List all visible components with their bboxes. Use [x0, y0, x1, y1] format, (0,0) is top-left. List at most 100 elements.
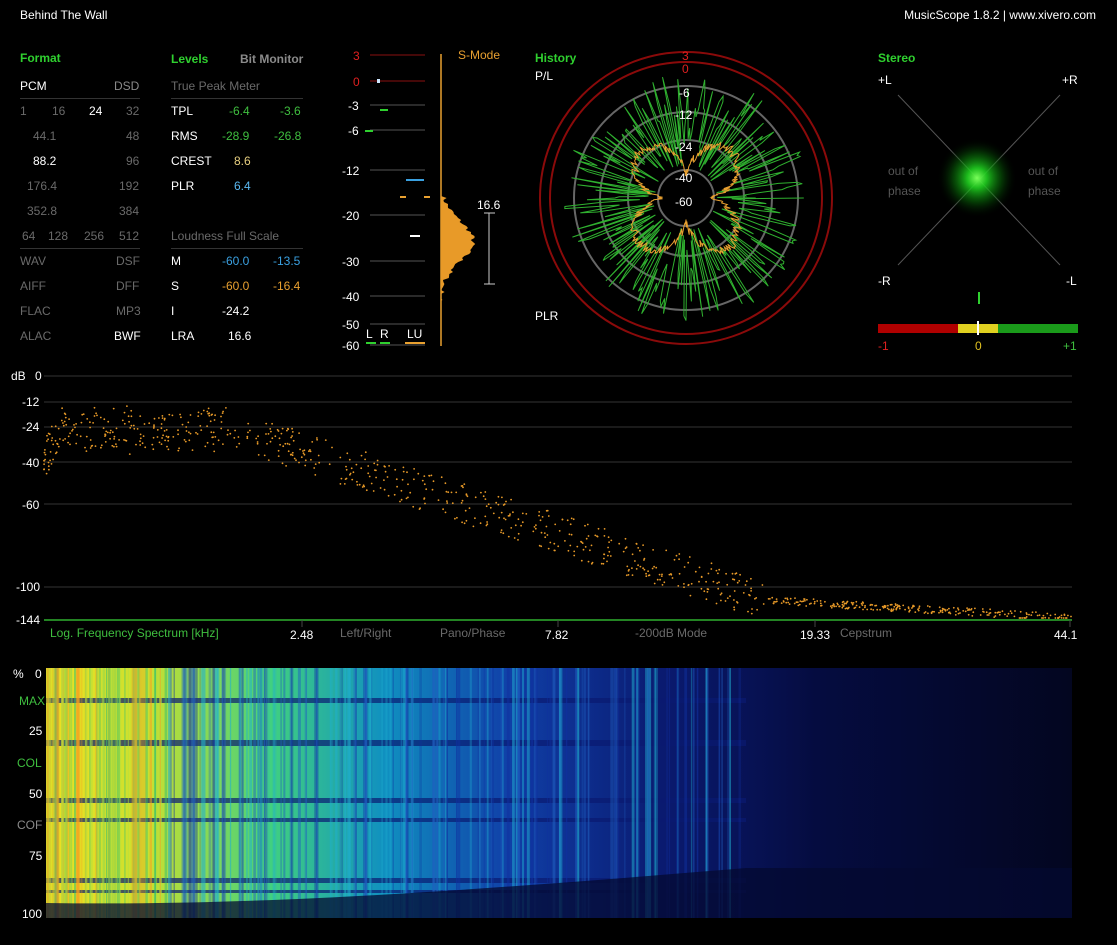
ring-m6: -6 [679, 86, 690, 100]
loud-s-b: -16.4 [273, 279, 301, 293]
true-peak-title: True Peak Meter [171, 79, 260, 93]
bit-depth-32: 32 [126, 104, 140, 118]
spectrum-tick-m100: -100 [16, 580, 41, 594]
loud-s-label: S [171, 279, 180, 293]
freq-44-1: 44.1 [1054, 628, 1078, 642]
rms-right: -26.8 [274, 129, 302, 143]
loud-i-a: -24.2 [222, 304, 250, 318]
bit-depth-1: 1 [20, 104, 27, 118]
out-of-phase-left-2: phase [888, 184, 921, 198]
out-of-phase-right-2: phase [1028, 184, 1061, 198]
loud-m-b: -13.5 [273, 254, 301, 268]
mode-left-right[interactable]: Left/Right [340, 626, 392, 640]
type-dff: DFF [116, 279, 140, 293]
rms-left: -28.9 [222, 129, 250, 143]
spectrum-tick-0: 0 [35, 369, 42, 383]
spectrogram-image [46, 668, 1072, 918]
type-wav: WAV [20, 254, 46, 268]
type-flac: FLAC [20, 304, 51, 318]
type-mp3: MP3 [116, 304, 141, 318]
ring-0: 0 [682, 62, 689, 76]
stereo-minus-r: -R [878, 274, 891, 288]
history-pl-label: P/L [535, 69, 554, 83]
pcm-label: PCM [20, 79, 47, 93]
spectrum-db-label: dB [11, 369, 26, 383]
bit-depth-24: 24 [89, 104, 103, 118]
loud-m-label: M [171, 254, 181, 268]
tpl-label: TPL [171, 104, 194, 118]
levels-heading: Levels [171, 52, 209, 66]
spectrogram-tick-0: 0 [35, 667, 42, 681]
ring-m40: -40 [675, 171, 693, 185]
dsd-label: DSD [114, 79, 140, 93]
ring-m12: -12 [675, 108, 693, 122]
spectrum-tick-m24: -24 [22, 420, 40, 434]
loud-s-a: -60.0 [222, 279, 250, 293]
dsd-512: 512 [119, 229, 140, 243]
rate-88-2: 88.2 [33, 154, 57, 168]
lra-bracket-value: 16.6 [477, 198, 501, 212]
type-aiff: AIFF [20, 279, 46, 293]
spectrogram-mode-cof[interactable]: COF [17, 818, 43, 832]
spectrum-tick-m144: -144 [16, 613, 41, 627]
dsd-256: 256 [84, 229, 105, 243]
type-alac: ALAC [20, 329, 52, 343]
bit-depth-16: 16 [52, 104, 66, 118]
rate-48: 48 [126, 129, 140, 143]
stereo-minus-l: -L [1066, 274, 1077, 288]
smode-label[interactable]: S-Mode [458, 48, 501, 62]
spectrogram-tick-25: 25 [29, 724, 43, 738]
spectrogram-mode-max[interactable]: MAX [19, 694, 46, 708]
rate-384: 384 [119, 204, 140, 218]
meter-scale-m50: -50 [342, 318, 360, 332]
out-of-phase-right-1: out of [1028, 164, 1059, 178]
meter-graphic [365, 54, 495, 346]
history-heading: History [535, 51, 577, 65]
stereo-heading: Stereo [878, 51, 916, 65]
format-heading: Format [20, 51, 61, 65]
dsd-128: 128 [48, 229, 69, 243]
spectrogram-mode-col[interactable]: COL [17, 756, 42, 770]
corr-label-plus1: +1 [1063, 339, 1077, 353]
spectrogram-tick-75: 75 [29, 849, 43, 863]
stereo-plus-r: +R [1062, 73, 1078, 87]
mode-pano-phase[interactable]: Pano/Phase [440, 626, 506, 640]
corr-label-0: 0 [975, 339, 982, 353]
rate-44-1: 44.1 [33, 129, 57, 143]
meter-scale-m12: -12 [342, 164, 360, 178]
type-bwf: BWF [114, 329, 141, 343]
spectrogram-tick-100: 100 [22, 907, 43, 921]
freq-19-33: 19.33 [800, 628, 831, 642]
mode-200db[interactable]: -200dB Mode [635, 626, 708, 640]
mode-cepstrum[interactable]: Cepstrum [840, 626, 893, 640]
bit-monitor-tab[interactable]: Bit Monitor [240, 52, 304, 66]
plr-label: PLR [171, 179, 195, 193]
spectrum-tick-m60: -60 [22, 498, 40, 512]
spectrum-title: Log. Frequency Spectrum [kHz] [50, 626, 219, 640]
rate-192: 192 [119, 179, 140, 193]
rate-176-4: 176.4 [27, 179, 58, 193]
history-radar [539, 51, 833, 345]
meter-scale-m60: -60 [342, 339, 360, 353]
crest-label: CREST [171, 154, 212, 168]
meter-scale-m40: -40 [342, 290, 360, 304]
spectrum-tick-m40: -40 [22, 456, 40, 470]
loud-i-label: I [171, 304, 175, 318]
meter-scale-3: 3 [353, 49, 360, 63]
meter-scale-m3: -3 [348, 99, 359, 113]
meter-scale-m6: -6 [348, 124, 359, 138]
app-info: MusicScope 1.8.2 | www.xivero.com [904, 8, 1096, 22]
corr-bar-positive [998, 324, 1078, 333]
rate-96: 96 [126, 154, 140, 168]
freq-7-82: 7.82 [545, 628, 569, 642]
meter-label-lu: LU [407, 327, 423, 341]
spectrum-plot [43, 375, 1072, 627]
spectrum-tick-m12: -12 [22, 395, 40, 409]
spectrogram-pct: % [13, 667, 24, 681]
out-of-phase-left-1: out of [888, 164, 919, 178]
rms-label: RMS [171, 129, 198, 143]
track-title: Behind The Wall [20, 8, 108, 22]
meter-scale-m30: -30 [342, 255, 360, 269]
loudness-title: Loudness Full Scale [171, 229, 280, 243]
plr-value: 6.4 [234, 179, 251, 193]
